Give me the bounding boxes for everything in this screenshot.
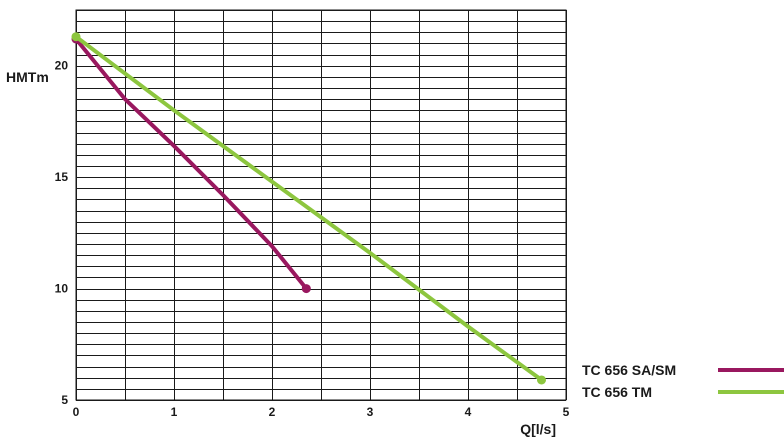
series-lines bbox=[71, 32, 546, 385]
legend: TC 656 SA/SM TC 656 TM bbox=[582, 362, 784, 400]
x-tick-label: 1 bbox=[171, 405, 178, 419]
y-tick-label: 5 bbox=[61, 393, 68, 407]
chart-grid bbox=[76, 10, 567, 401]
y-axis-label: HMTm bbox=[6, 69, 49, 85]
x-tick-label: 4 bbox=[465, 405, 472, 419]
y-tick-labels: 5 10 15 20 bbox=[55, 59, 69, 407]
series-end-point bbox=[301, 284, 311, 294]
legend-label: TC 656 SA/SM bbox=[582, 362, 676, 378]
series-end-point bbox=[537, 375, 546, 385]
y-tick-label: 10 bbox=[55, 282, 69, 296]
x-tick-label: 0 bbox=[73, 405, 80, 419]
y-tick-label: 20 bbox=[55, 59, 69, 73]
x-tick-label: 3 bbox=[367, 405, 374, 419]
series-line bbox=[74, 34, 544, 382]
series-line bbox=[74, 37, 309, 291]
x-tick-label: 5 bbox=[563, 405, 570, 419]
y-tick-label: 15 bbox=[55, 170, 69, 184]
plot-frame bbox=[75, 9, 567, 401]
x-tick-label: 2 bbox=[269, 405, 276, 419]
x-tick-labels: 0 1 2 3 4 5 bbox=[73, 405, 570, 419]
x-axis-label: Q[l/s] bbox=[520, 421, 556, 437]
series-start-point bbox=[71, 32, 81, 42]
legend-label: TC 656 TM bbox=[582, 384, 652, 400]
